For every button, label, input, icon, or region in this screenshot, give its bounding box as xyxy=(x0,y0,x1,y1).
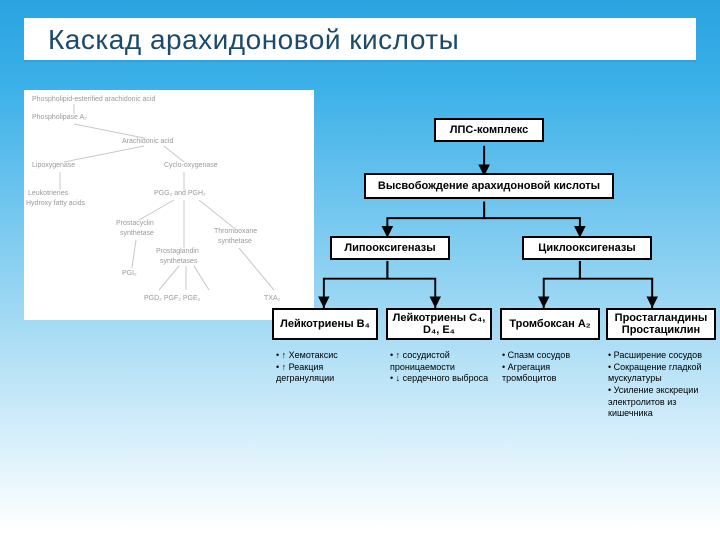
rd-box-lps: ЛПС-комплекс xyxy=(434,118,544,142)
ld-node-pla2: Phospholipase A₂ xyxy=(32,114,87,121)
effect-item: Агрегация тромбоцитов xyxy=(502,362,602,385)
ld-node-pcs2: synthetase xyxy=(120,230,154,237)
edge-rel-cox xyxy=(484,201,580,237)
edge-rel-lox xyxy=(387,201,484,237)
rd-box-cox: Циклооксигеназы xyxy=(522,236,652,260)
ld-node-txs2: synthetase xyxy=(218,238,252,245)
effects-ltc: ↑ сосудистой проницаемости↓ сердечного в… xyxy=(390,350,490,385)
ld-node-lox: Lipoxygenase xyxy=(32,162,75,169)
ld-node-aa: Arachidonic acid xyxy=(122,138,173,145)
rd-box-ltb4: Лейкотриены B₄ xyxy=(272,308,378,340)
rd-box-lox: Липооксигеназы xyxy=(330,236,450,260)
effect-item: ↑ сосудистой проницаемости xyxy=(390,350,490,373)
edge-cox-txa2 xyxy=(544,261,580,308)
rd-box-rel: Высвобождение арахидоновой кислоты xyxy=(364,173,614,199)
rd-box-ltc: Лейкотриены C₄, D₄, E₄ xyxy=(386,308,492,340)
rd-box-pg: Простагландины Простациклин xyxy=(606,308,716,340)
ld-node-lt: Leukotrienes xyxy=(28,190,68,197)
effect-item: Усиление экскреции электролитов из кишеч… xyxy=(608,385,708,420)
edge-lox-ltb4 xyxy=(324,261,388,308)
ld-node-pgs: Prostaglandin xyxy=(156,248,199,255)
effect-item: Расширение сосудов xyxy=(608,350,708,362)
edge-lox-ltc xyxy=(387,261,435,308)
effects-ltb4: ↑ Хемотаксис↑ Реакция дегрануляции xyxy=(276,350,376,385)
ld-node-cox: Cyclo-oxygenase xyxy=(164,162,218,169)
right-diagram: ЛПС-комплекс Высвобождение арахидоновой к… xyxy=(274,118,704,498)
effects-pg: Расширение сосудовСокращение гладкой мус… xyxy=(608,350,708,420)
edge-cox-pg xyxy=(580,261,652,308)
ld-node-phosacid: Phospholipid-esterified arachidonic acid xyxy=(32,96,155,103)
effect-item: ↑ Хемотаксис xyxy=(276,350,376,362)
effects-txa2: Спазм сосудовАгрегация тромбоцитов xyxy=(502,350,602,385)
ld-node-pgg: PGG₂ and PGH₂ xyxy=(154,190,206,197)
title-bar: Каскад арахидоновой кислоты xyxy=(24,18,696,62)
effect-item: Спазм сосудов xyxy=(502,350,602,362)
ld-node-pgi2: PGI₂ xyxy=(122,270,137,277)
ld-node-pgrow: PGD₂ PGF₂ PGE₂ xyxy=(144,295,200,302)
ld-node-pcs: Prostacyclin xyxy=(116,220,154,227)
rd-box-txa2: Тромбоксан A₂ xyxy=(500,308,600,340)
page-title: Каскад арахидоновой кислоты xyxy=(48,24,672,56)
effect-item: ↑ Реакция дегрануляции xyxy=(276,362,376,385)
effect-item: ↓ сердечного выброса xyxy=(390,373,490,385)
effect-item: Сокращение гладкой мускулатуры xyxy=(608,362,708,385)
ld-node-hfa: Hydroxy fatty acids xyxy=(26,200,85,207)
content-area: Phospholipid-esterified arachidonic acid… xyxy=(24,90,696,546)
ld-node-pgs2: synthetases xyxy=(160,258,197,265)
left-diagram: Phospholipid-esterified arachidonic acid… xyxy=(24,90,314,320)
ld-node-txs: Thromboxane xyxy=(214,228,257,235)
